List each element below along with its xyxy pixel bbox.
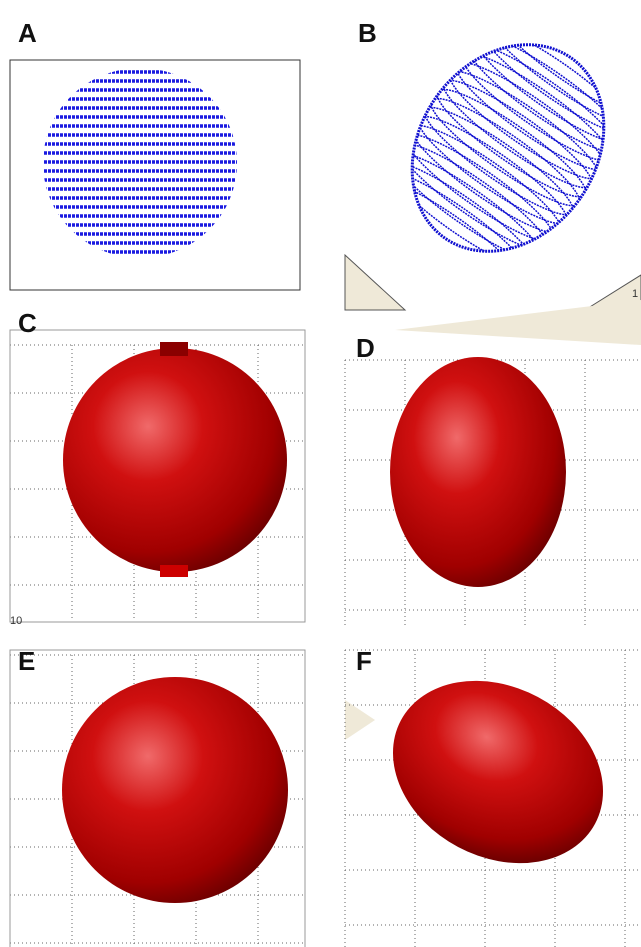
cap <box>160 342 188 356</box>
panel-label: F <box>356 646 372 676</box>
surface <box>361 645 635 898</box>
panel-e <box>10 650 305 947</box>
axis-plane <box>395 300 641 345</box>
surface <box>63 348 287 572</box>
tick-label: 1 <box>632 288 638 300</box>
panel-d <box>345 300 641 625</box>
panel-label: E <box>18 646 35 676</box>
panel-a <box>10 60 300 290</box>
cap <box>160 565 188 577</box>
surface <box>62 677 288 903</box>
panel-c: 10 <box>10 330 305 627</box>
axis-plane <box>345 700 375 740</box>
axis-plane <box>345 255 405 310</box>
axes-box <box>10 60 300 290</box>
tick-label: 10 <box>10 615 22 627</box>
panel-b: 1 <box>345 0 641 310</box>
panel-label: C <box>18 308 37 338</box>
point-cloud <box>40 72 240 252</box>
wireframe <box>364 0 641 300</box>
panel-label: D <box>356 333 375 363</box>
panel-label: A <box>18 18 37 48</box>
surface <box>390 357 566 587</box>
panel-label: B <box>358 18 377 48</box>
figure: 1 10 A B C D E F <box>0 0 641 947</box>
panel-f <box>345 645 641 947</box>
